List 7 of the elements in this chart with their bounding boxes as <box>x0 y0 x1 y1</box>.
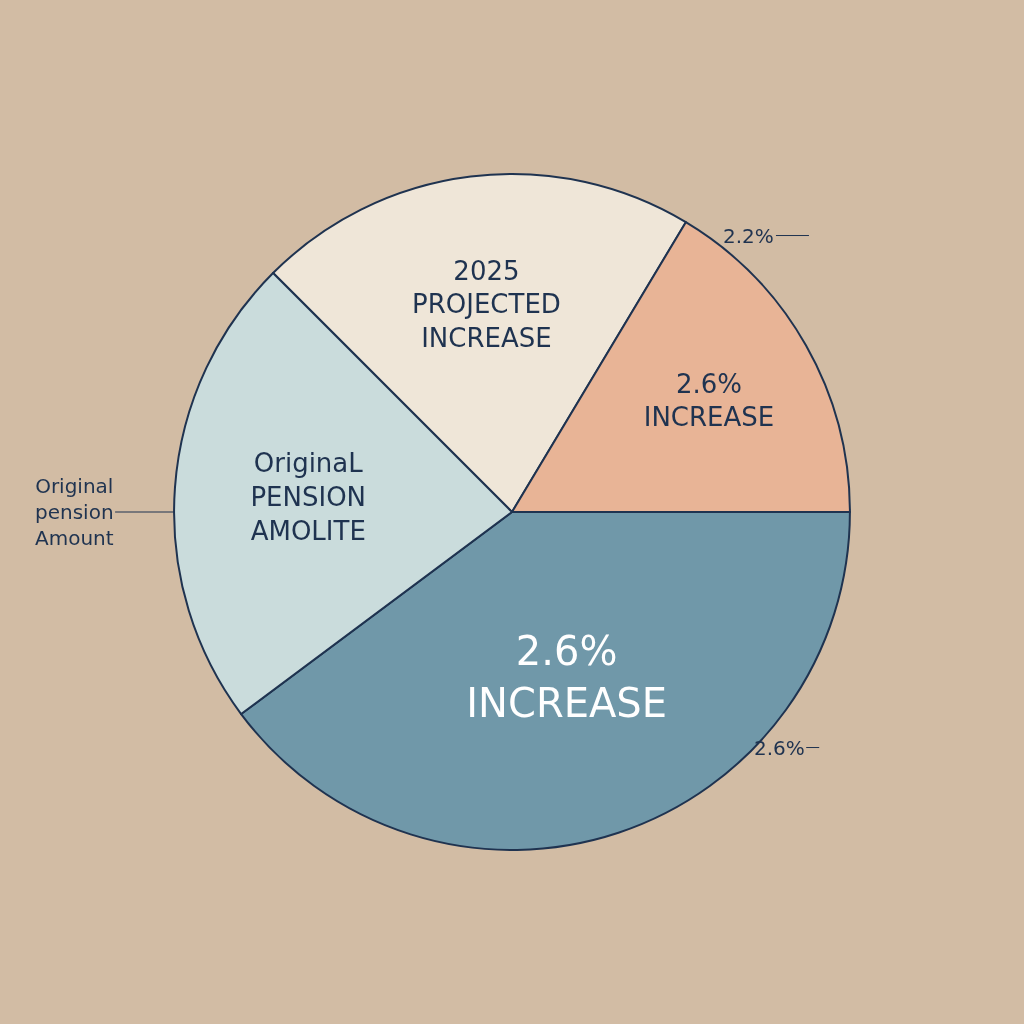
text: 2.6% <box>754 736 805 760</box>
text: Original pension Amount <box>35 474 114 550</box>
slice-label: OriginaL PENSION AMOLITE <box>250 448 367 547</box>
slice-label: 2.6% INCREASE <box>643 368 775 433</box>
slice-label: 2025 PROJECTED INCREASE <box>412 255 561 354</box>
slice-label: 2.6% INCREASE <box>466 627 667 726</box>
text: 2.2% <box>723 224 774 248</box>
